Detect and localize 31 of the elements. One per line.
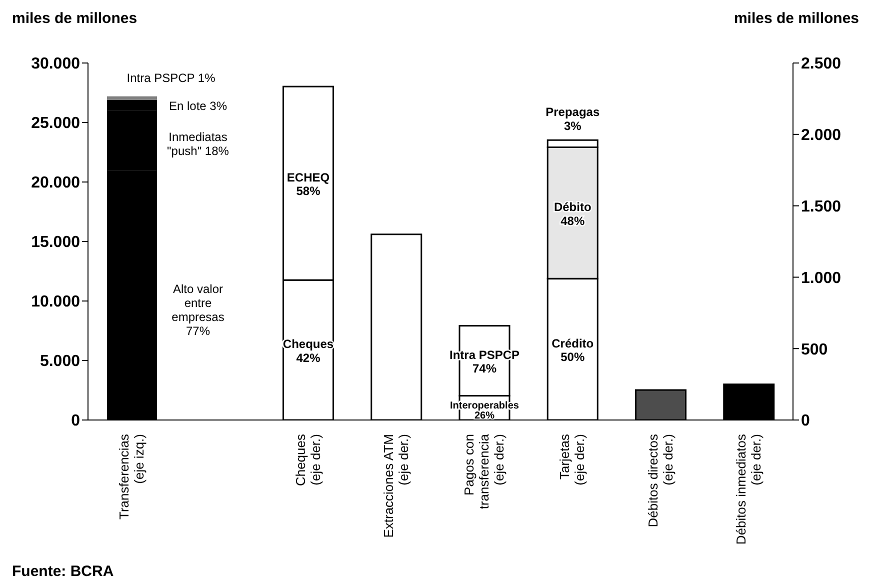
x-tick-label: Extracciones ATM (eje der.) <box>380 434 411 538</box>
data-label: Débito 48% <box>554 200 592 228</box>
source-note: Fuente: BCRA <box>12 563 114 580</box>
y2-tick-label: 2.000 <box>801 127 842 144</box>
data-label: Prepagas 3% <box>546 105 600 134</box>
x-tick-label: Transferencias (eje izq.) <box>116 434 147 520</box>
x-tick-label: Débitos inmediatos (eje der.) <box>733 434 764 545</box>
annotation: Intra PSPCP 1% <box>126 71 216 85</box>
y2-tick-label: 500 <box>801 341 828 358</box>
x-tick-label: Pagos con transferencia (eje der.) <box>462 433 507 510</box>
x-tick-label: Débitos directos (eje der.) <box>645 434 676 528</box>
y-axis-title: miles de millones <box>12 10 138 27</box>
x-tick-label: Tarjetas (eje der.) <box>557 434 588 486</box>
data-label: ECHEQ 58% <box>286 170 330 198</box>
y2-tick-label: 1.000 <box>801 270 842 287</box>
y-tick-label: 25.000 <box>31 115 80 132</box>
y-tick-label: 30.000 <box>31 56 80 73</box>
x-tick-label: Cheques (eje der.) <box>292 434 323 486</box>
y-tick-label: 10.000 <box>31 294 80 311</box>
y2-axis-title: miles de millones <box>734 10 859 27</box>
y-tick-label: 5.000 <box>40 353 80 370</box>
y-tick-label: 15.000 <box>31 234 80 252</box>
data-label: Crédito 50% <box>552 336 594 364</box>
y2-tick-label: 1.500 <box>801 198 842 216</box>
annotation: Inmediatas "push" 18% <box>167 130 229 158</box>
y-tick-label: 0 <box>71 412 80 430</box>
y2-tick-label: 2.500 <box>801 56 842 73</box>
y2-tick-label: 0 <box>801 412 810 430</box>
annotation: Alto valor entre empresas 77% <box>172 282 224 338</box>
y-tick-label: 20.000 <box>31 174 80 192</box>
annotation: En lote 3% <box>168 99 228 113</box>
